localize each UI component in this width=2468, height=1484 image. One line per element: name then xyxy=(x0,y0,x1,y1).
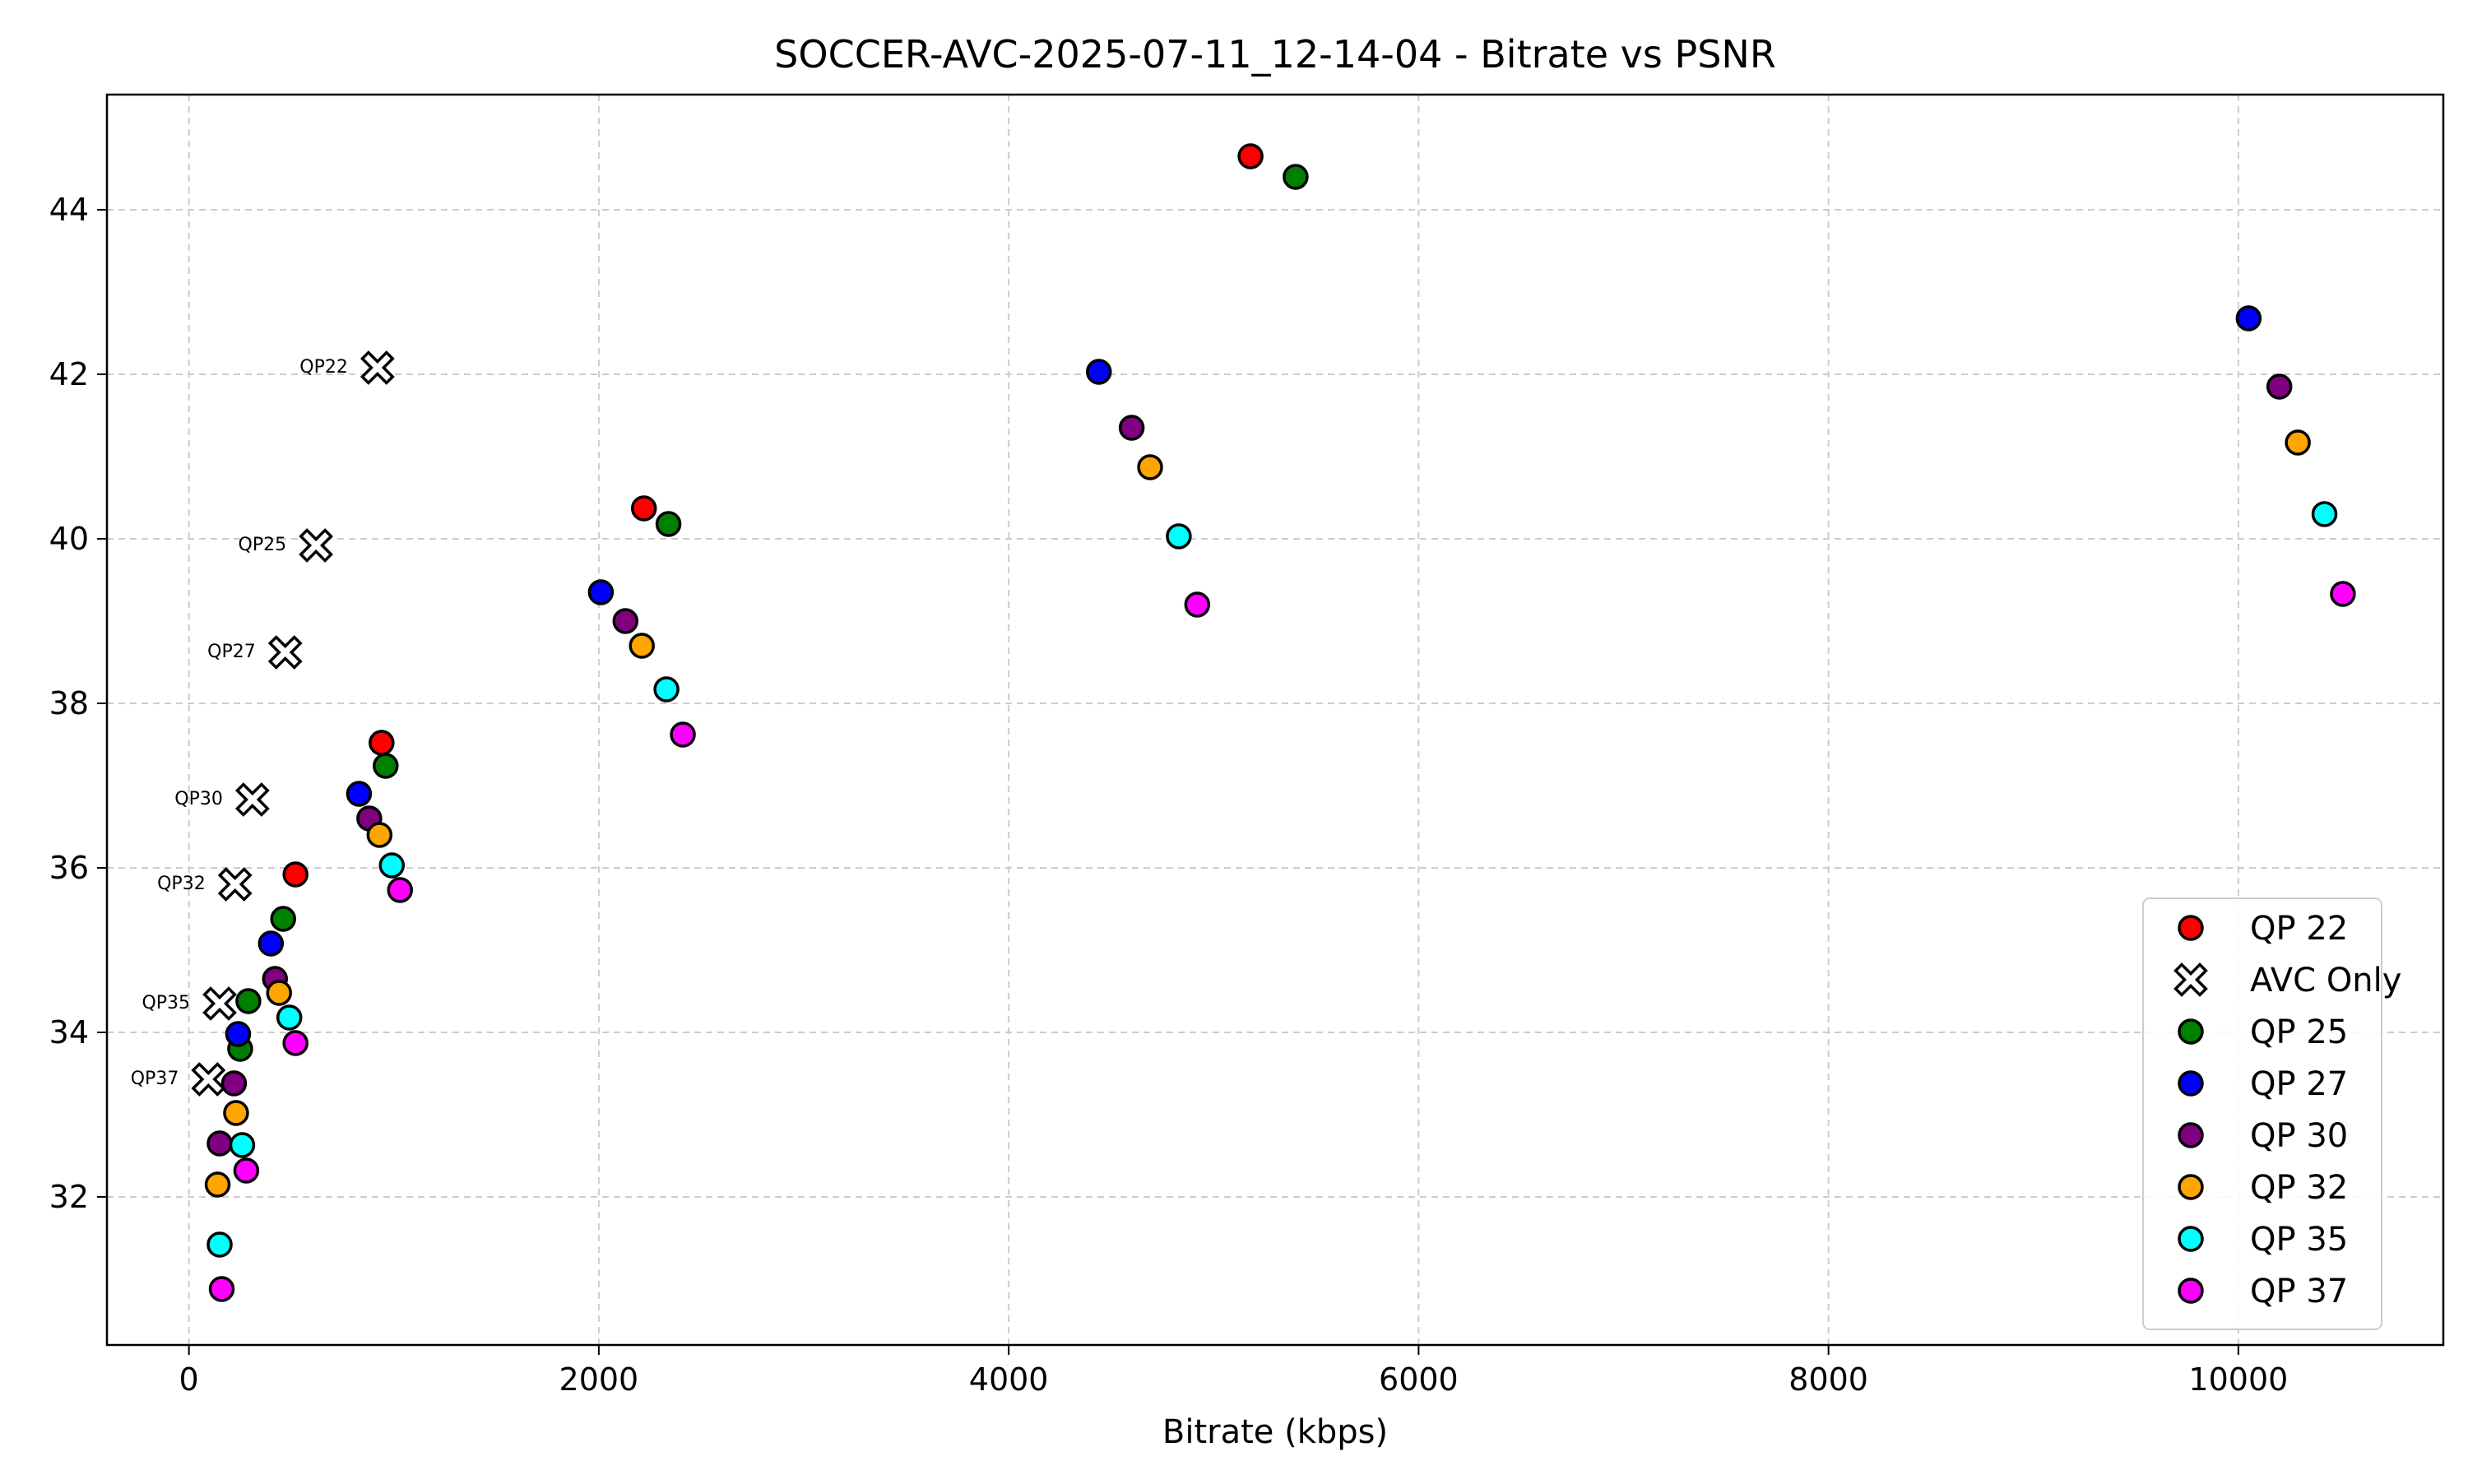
legend-marker xyxy=(2178,915,2204,941)
qp-32-point xyxy=(1137,454,1163,480)
qp-35-point xyxy=(206,1231,233,1258)
qp-30-point xyxy=(206,1130,233,1157)
legend-label: QP 35 xyxy=(2250,1221,2348,1259)
qp-27-point xyxy=(587,579,615,605)
y-tick-label: 32 xyxy=(49,1179,89,1215)
qp-27-point xyxy=(2235,305,2262,332)
qp-annotation: QP30 xyxy=(174,789,223,809)
qp-37-point xyxy=(670,721,696,748)
grid xyxy=(107,95,2443,1345)
qp-annotation: QP25 xyxy=(239,535,287,555)
legend-label: QP 22 xyxy=(2250,910,2348,948)
data-points xyxy=(191,143,2356,1302)
legend-marker xyxy=(2178,1174,2204,1200)
legend-label: QP 37 xyxy=(2250,1273,2348,1310)
legend-marker xyxy=(2173,962,2208,997)
qp-37-point xyxy=(1184,591,1211,618)
qp-annotation: QP27 xyxy=(207,642,256,662)
y-tick-label: 34 xyxy=(49,1014,89,1050)
qp-35-point xyxy=(378,852,406,879)
qp-32-point xyxy=(2285,429,2311,456)
qp-30-point xyxy=(2266,373,2293,400)
avc-only-point xyxy=(234,782,270,817)
legend-label: AVC Only xyxy=(2250,962,2401,999)
qp-30-point xyxy=(1118,415,1145,441)
legend-marker xyxy=(2178,1070,2204,1097)
qp-37-point xyxy=(2330,581,2356,607)
qp-30-point xyxy=(220,1070,248,1097)
qp-35-point xyxy=(229,1132,256,1158)
y-tick-label: 36 xyxy=(49,850,89,886)
annotations: QP22 QP25 QP27 QP30 QP32 QP35 QP37 xyxy=(131,357,348,1089)
qp-27-point xyxy=(346,781,373,807)
axes: 0 2000 4000 6000 8000 10000 32 34 36 38 40 42 44 xyxy=(49,192,2289,1398)
qp-32-point xyxy=(366,822,393,848)
qp-annotation: QP35 xyxy=(141,993,190,1013)
y-tick-label: 40 xyxy=(49,521,89,557)
qp-32-point xyxy=(204,1171,231,1198)
qp-37-point xyxy=(387,877,413,903)
avc-only-point xyxy=(202,986,237,1021)
x-tick-label: 0 xyxy=(179,1361,199,1398)
legend-label: QP 32 xyxy=(2250,1169,2348,1207)
qp-annotation: QP37 xyxy=(131,1069,179,1089)
qp-32-point xyxy=(266,980,293,1006)
legend: QP 22 AVC Only QP 25 QP 27 QP 30 QP 32 QP 35 QP… xyxy=(2142,897,2401,1330)
legend-marker xyxy=(2178,1122,2204,1148)
qp-25-point xyxy=(235,988,262,1014)
x-tick-label: 10000 xyxy=(2188,1361,2288,1398)
legend-label: QP 30 xyxy=(2250,1117,2348,1155)
legend-marker xyxy=(2178,1226,2204,1252)
qp-32-point xyxy=(629,633,655,659)
qp-22-point xyxy=(369,730,395,756)
legend-marker xyxy=(2178,1278,2204,1304)
legend-label: QP 25 xyxy=(2250,1013,2348,1051)
chart-title: SOCCER-AVC-2025-07-11_12-14-04 - Bitrate… xyxy=(774,32,1776,77)
qp-22-point xyxy=(282,861,308,888)
qp-27-point xyxy=(225,1021,252,1047)
qp-25-point xyxy=(655,511,682,537)
qp-25-point xyxy=(373,753,399,779)
qp-22-point xyxy=(1237,143,1264,169)
avc-only-point xyxy=(217,867,253,902)
plot-frame xyxy=(105,93,2445,1347)
legend-label: QP 27 xyxy=(2250,1065,2348,1103)
qp-27-point xyxy=(1086,359,1112,385)
qp-35-point xyxy=(2311,501,2338,527)
x-tick-label: 4000 xyxy=(969,1361,1049,1398)
qp-35-point xyxy=(1166,523,1192,550)
x-tick-label: 6000 xyxy=(1379,1361,1459,1398)
qp-37-point xyxy=(233,1157,260,1184)
qp-30-point xyxy=(612,608,639,634)
avc-only-point xyxy=(267,635,303,670)
qp-37-point xyxy=(282,1030,308,1056)
avc-only-point xyxy=(360,350,395,385)
y-tick-label: 44 xyxy=(49,192,89,228)
qp-35-point xyxy=(653,676,680,703)
legend-box xyxy=(2142,897,2382,1330)
avc-only-point xyxy=(299,528,334,563)
x-axis-title: Bitrate (kbps) xyxy=(1162,1413,1388,1451)
x-tick-label: 8000 xyxy=(1788,1361,1868,1398)
qp-25-point xyxy=(1283,164,1309,190)
legend-marker xyxy=(2178,1018,2204,1045)
qp-32-point xyxy=(223,1100,249,1126)
qp-37-point xyxy=(208,1276,235,1302)
qp-25-point xyxy=(270,906,296,932)
x-tick-label: 2000 xyxy=(559,1361,639,1398)
qp-annotation: QP32 xyxy=(157,874,206,894)
y-tick-label: 42 xyxy=(49,356,89,392)
avc-only-point xyxy=(191,1062,226,1097)
y-tick-label: 38 xyxy=(49,685,89,721)
qp-22-point xyxy=(630,495,657,522)
qp-27-point xyxy=(257,930,285,957)
qp-annotation: QP22 xyxy=(299,357,348,378)
qp-35-point xyxy=(276,1004,303,1031)
